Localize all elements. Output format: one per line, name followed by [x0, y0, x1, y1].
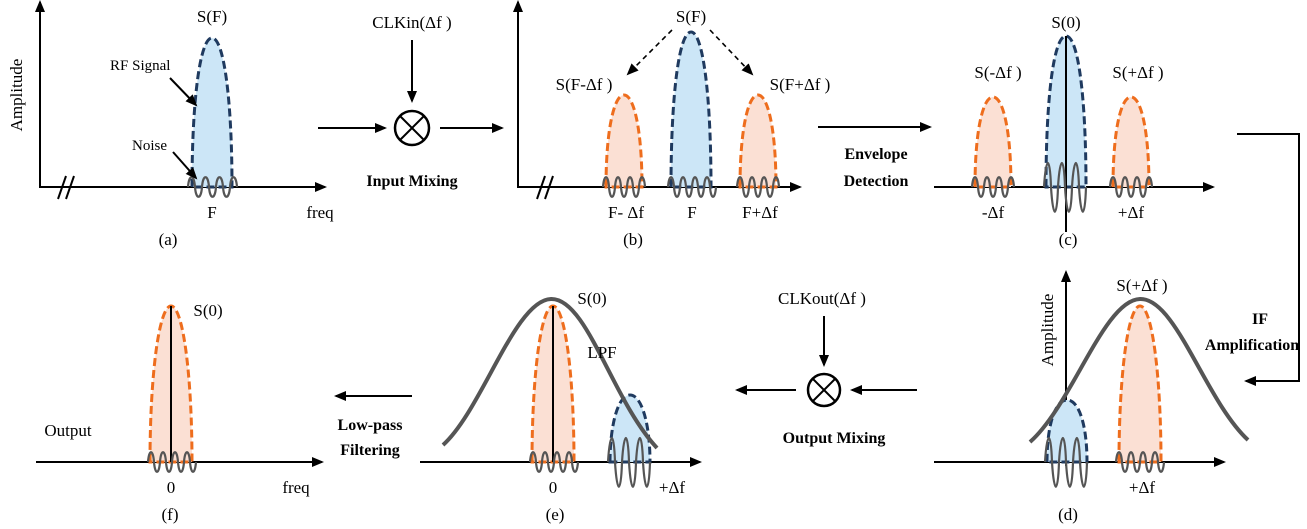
caption-a: (a): [159, 230, 178, 249]
rf-signal-lobe: [190, 36, 234, 189]
tick-positive: +Δf: [1129, 478, 1156, 497]
panel-a: Amplitude S(F) RF Signal Noise F freq (a…: [7, 0, 334, 249]
noise-wave: [528, 451, 580, 473]
input-mixing-label: Input Mixing: [366, 173, 457, 190]
amplitude-label: Amplitude: [7, 59, 26, 132]
if-label-1: IF: [1252, 311, 1268, 328]
peak-label: S(+Δf ): [1116, 276, 1167, 295]
output-mixing-stage: CLKout(Δf ) Output Mixing: [735, 289, 917, 447]
noise-wave: [1108, 176, 1154, 198]
x-axis-label: freq: [282, 478, 310, 497]
caption-c: (c): [1059, 230, 1078, 249]
noise-wave: [1114, 451, 1166, 473]
lowpass-label-2: Filtering: [340, 442, 400, 459]
clk-in-label: CLKin(Δf ): [372, 13, 451, 32]
tick-center: F: [687, 203, 696, 222]
lower-sideband-label: S(F-Δf ): [556, 75, 613, 94]
negative-sideband-label: S(-Δf ): [974, 63, 1021, 82]
noise-wave: [970, 176, 1016, 198]
noise-wave: [186, 176, 239, 198]
caption-d: (d): [1058, 505, 1078, 524]
panel-e: S(0) LPF 0 +Δf (e): [420, 289, 702, 524]
envelope-label-2: Detection: [844, 173, 909, 190]
tick-positive: +Δf: [659, 478, 686, 497]
connector-arrow: [1237, 133, 1300, 386]
lpf-curve: [441, 296, 659, 450]
peak-label: S(F): [676, 7, 706, 26]
dashed-arrow-left: [626, 29, 673, 76]
amplitude-label: Amplitude: [1038, 294, 1057, 367]
positive-sideband-label: S(+Δf ): [1112, 63, 1163, 82]
amplified-sideband-lobe: [1117, 304, 1163, 464]
panel-b: S(F) S(F-Δf ) S(F+Δf ) F- Δf F F+Δf (b): [513, 0, 831, 249]
mixer-cross: [812, 378, 836, 402]
tick-center: 0: [549, 478, 558, 497]
input-mixing-stage: CLKin(Δf ) Input Mixing: [318, 13, 504, 190]
panel-f: S(0) Output 0 freq (f): [36, 301, 324, 524]
panel-c: S(0) S(-Δf ) S(+Δf ) -Δf +Δf (c): [934, 13, 1215, 249]
tick-positive: +Δf: [1118, 203, 1145, 222]
noise-wave: [146, 451, 198, 473]
residual-baseband-lobe: [1045, 398, 1089, 464]
caption-b: (b): [623, 230, 643, 249]
caption-e: (e): [546, 505, 565, 524]
noise-wave-amplified: [1042, 162, 1088, 213]
envelope-detection-stage: Envelope Detection: [818, 122, 932, 190]
tick-upper: F+Δf: [742, 203, 778, 222]
tick-f: F: [207, 203, 216, 222]
rf-signal-label: RF Signal: [110, 58, 170, 74]
tick-negative: -Δf: [982, 203, 1005, 222]
mixer-cross: [399, 115, 425, 141]
noise-wave: [666, 176, 718, 198]
bandpass-curve: [1028, 296, 1250, 444]
noise-label: Noise: [132, 138, 167, 154]
tick-lower: F- Δf: [608, 203, 644, 222]
low-pass-filtering-stage: Low-pass Filtering: [334, 391, 412, 459]
peak-label: S(F): [197, 7, 227, 26]
peak-label: S(0): [193, 301, 222, 320]
carrier-lobe: [669, 30, 713, 189]
caption-f: (f): [162, 505, 179, 524]
peak-label: S(0): [577, 289, 606, 308]
axis-break: [57, 175, 75, 200]
panel-d: Amplitude S(+Δf ) +Δf (d): [934, 270, 1250, 524]
tick-zero: 0: [167, 478, 176, 497]
lowpass-label-1: Low-pass: [338, 417, 403, 434]
upper-sideband-label: S(F+Δf ): [770, 75, 831, 94]
if-label-2: Amplification: [1205, 337, 1299, 354]
rf-signal-pointer: [169, 77, 198, 107]
negative-sideband-lobe: [973, 95, 1013, 189]
residual-lobe: [608, 393, 652, 464]
envelope-label-1: Envelope: [844, 146, 907, 163]
upper-sideband-lobe: [738, 93, 778, 189]
lpf-label: LPF: [587, 343, 616, 362]
noise-wave-amplified: [1043, 437, 1089, 488]
noise-wave-amplified: [606, 437, 652, 488]
x-axis-label: freq: [306, 203, 334, 222]
output-label: Output: [44, 421, 92, 440]
output-mixing-label: Output Mixing: [783, 430, 886, 447]
positive-sideband-lobe: [1111, 95, 1151, 189]
lower-sideband-lobe: [604, 93, 644, 189]
axis-break: [536, 175, 554, 200]
noise-wave: [601, 176, 647, 198]
if-amplification-stage: IF Amplification: [1205, 133, 1300, 386]
clk-out-label: CLKout(Δf ): [778, 289, 866, 308]
noise-pointer: [172, 151, 198, 180]
peak-label: S(0): [1051, 13, 1080, 32]
noise-wave: [735, 176, 781, 198]
dashed-arrow-right: [709, 29, 754, 76]
